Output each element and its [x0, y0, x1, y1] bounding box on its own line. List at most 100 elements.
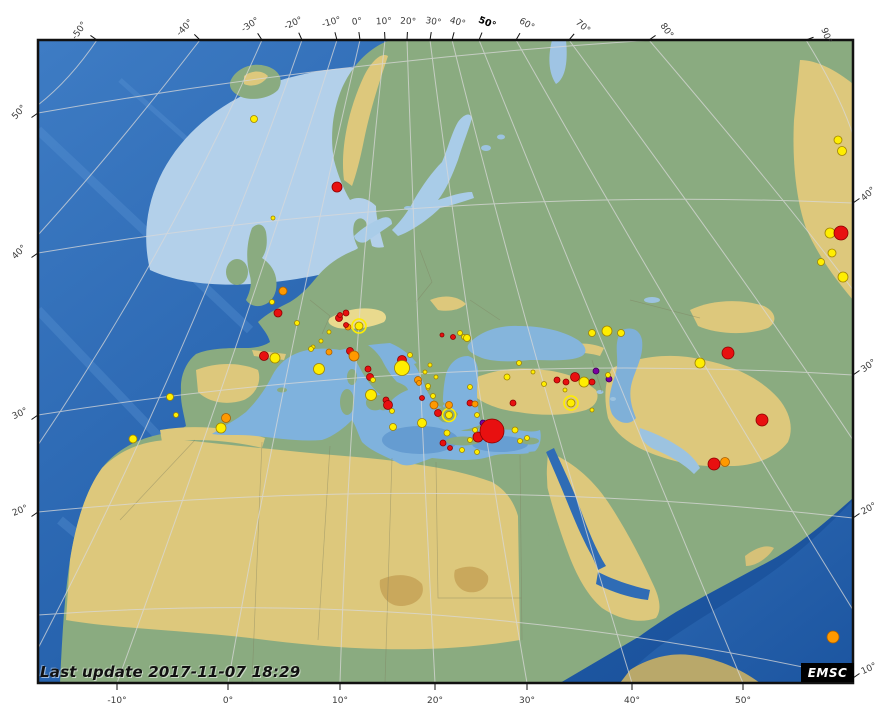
earthquake-marker[interactable] [173, 412, 179, 418]
earthquake-marker[interactable] [326, 329, 332, 335]
earthquake-marker[interactable] [707, 457, 721, 471]
earthquake-marker[interactable] [601, 325, 613, 337]
earthquake-marker[interactable] [516, 360, 522, 366]
earthquake-marker[interactable] [318, 338, 324, 344]
earthquake-marker[interactable] [530, 369, 536, 375]
earthquake-marker[interactable] [364, 365, 372, 373]
earthquake-marker[interactable] [343, 322, 349, 328]
earthquake-marker[interactable] [588, 378, 596, 386]
earthquake-marker[interactable] [215, 422, 227, 434]
earthquake-marker[interactable] [824, 227, 836, 239]
earthquake-marker[interactable] [562, 378, 570, 386]
earthquake-marker[interactable] [578, 376, 590, 388]
earthquake-marker[interactable] [511, 426, 519, 434]
earthquake-marker[interactable] [837, 271, 849, 283]
earthquake-marker[interactable] [389, 423, 397, 431]
earthquake-marker[interactable] [365, 389, 377, 401]
earthquake-marker[interactable] [294, 320, 300, 326]
earthquake-marker[interactable] [383, 400, 393, 410]
earthquake-marker[interactable] [467, 437, 473, 443]
earthquake-marker[interactable] [370, 377, 376, 383]
earthquake-marker[interactable] [389, 408, 395, 414]
earthquake-marker[interactable] [308, 346, 314, 352]
tick-mark [648, 35, 656, 41]
earthquake-marker[interactable] [166, 393, 174, 401]
earthquake-marker[interactable] [422, 369, 428, 375]
earthquake-marker[interactable] [833, 135, 843, 145]
earthquake-marker[interactable] [354, 321, 364, 331]
earthquake-marker[interactable] [331, 181, 343, 193]
earthquake-marker[interactable] [467, 384, 473, 390]
earthquake-marker[interactable] [427, 362, 433, 368]
earthquake-marker[interactable] [517, 438, 523, 444]
earthquake-marker[interactable] [337, 312, 343, 318]
earthquake-marker[interactable] [605, 372, 611, 378]
earthquake-marker[interactable] [541, 381, 547, 387]
earthquake-marker[interactable] [570, 372, 580, 382]
earthquake-marker[interactable] [348, 350, 360, 362]
earthquake-marker[interactable] [447, 445, 453, 451]
earthquake-marker[interactable] [474, 449, 480, 455]
earthquake-marker[interactable] [509, 399, 517, 407]
earthquake-marker[interactable] [450, 334, 456, 340]
earthquake-marker[interactable] [416, 380, 422, 386]
graticule-label: 50° [735, 696, 751, 706]
emsc-badge[interactable]: EMSC [801, 663, 854, 682]
earthquake-marker[interactable] [433, 374, 439, 380]
earthquake-marker[interactable] [407, 352, 413, 358]
earthquake-marker[interactable] [720, 457, 730, 467]
earthquake-marker[interactable] [417, 418, 427, 428]
earthquake-marker[interactable] [474, 412, 480, 418]
earthquake-marker[interactable] [425, 383, 431, 389]
earthquake-marker[interactable] [827, 248, 837, 258]
earthquake-marker[interactable] [463, 334, 471, 342]
earthquake-marker[interactable] [472, 427, 478, 433]
earthquake-marker[interactable] [592, 367, 600, 375]
earthquake-marker[interactable] [445, 411, 453, 419]
earthquake-marker[interactable] [817, 258, 825, 266]
earthquake-marker[interactable] [562, 387, 568, 393]
earthquake-marker[interactable] [273, 308, 283, 318]
graticule-label: 10° [860, 661, 879, 677]
earthquake-marker[interactable] [694, 357, 706, 369]
earthquake-marker[interactable] [278, 286, 288, 296]
earthquake-marker[interactable] [553, 376, 561, 384]
earthquake-marker[interactable] [434, 409, 442, 417]
earthquake-marker[interactable] [721, 346, 735, 360]
graticule-label: 50° [10, 103, 28, 122]
tick-mark [31, 112, 39, 118]
earthquake-marker[interactable] [589, 407, 595, 413]
earthquake-marker[interactable] [588, 329, 596, 337]
earthquake-marker[interactable] [826, 630, 840, 644]
earthquake-marker[interactable] [439, 332, 445, 338]
earthquake-marker[interactable] [439, 439, 447, 447]
earthquake-marker[interactable] [259, 351, 269, 361]
earthquake-marker[interactable] [524, 435, 530, 441]
earthquake-marker[interactable] [430, 393, 436, 399]
earthquake-marker[interactable] [325, 348, 333, 356]
earthquake-marker[interactable] [429, 400, 439, 410]
earthquake-marker[interactable] [755, 413, 769, 427]
earthquake-marker[interactable] [457, 330, 463, 336]
iceland-highlands [244, 71, 268, 86]
earthquake-marker[interactable] [128, 434, 138, 444]
earthquake-marker[interactable] [221, 413, 231, 423]
earthquake-marker[interactable] [443, 429, 451, 437]
earthquake-marker[interactable] [269, 352, 281, 364]
earthquake-marker[interactable] [566, 398, 576, 408]
earthquake-marker[interactable] [445, 401, 453, 409]
earthquake-marker[interactable] [471, 400, 479, 408]
earthquake-marker[interactable] [503, 373, 511, 381]
earthquake-marker[interactable] [394, 360, 410, 376]
earthquake-marker[interactable] [479, 418, 505, 444]
earthquake-marker[interactable] [342, 309, 350, 317]
earthquake-marker[interactable] [837, 146, 847, 156]
earthquake-marker[interactable] [459, 447, 465, 453]
earthquake-marker[interactable] [313, 363, 325, 375]
earthquake-marker[interactable] [270, 215, 276, 221]
earthquake-marker[interactable] [419, 395, 425, 401]
earthquake-marker[interactable] [617, 329, 625, 337]
earthquake-marker[interactable] [269, 299, 275, 305]
earthquake-marker[interactable] [833, 225, 849, 241]
earthquake-marker[interactable] [250, 115, 258, 123]
